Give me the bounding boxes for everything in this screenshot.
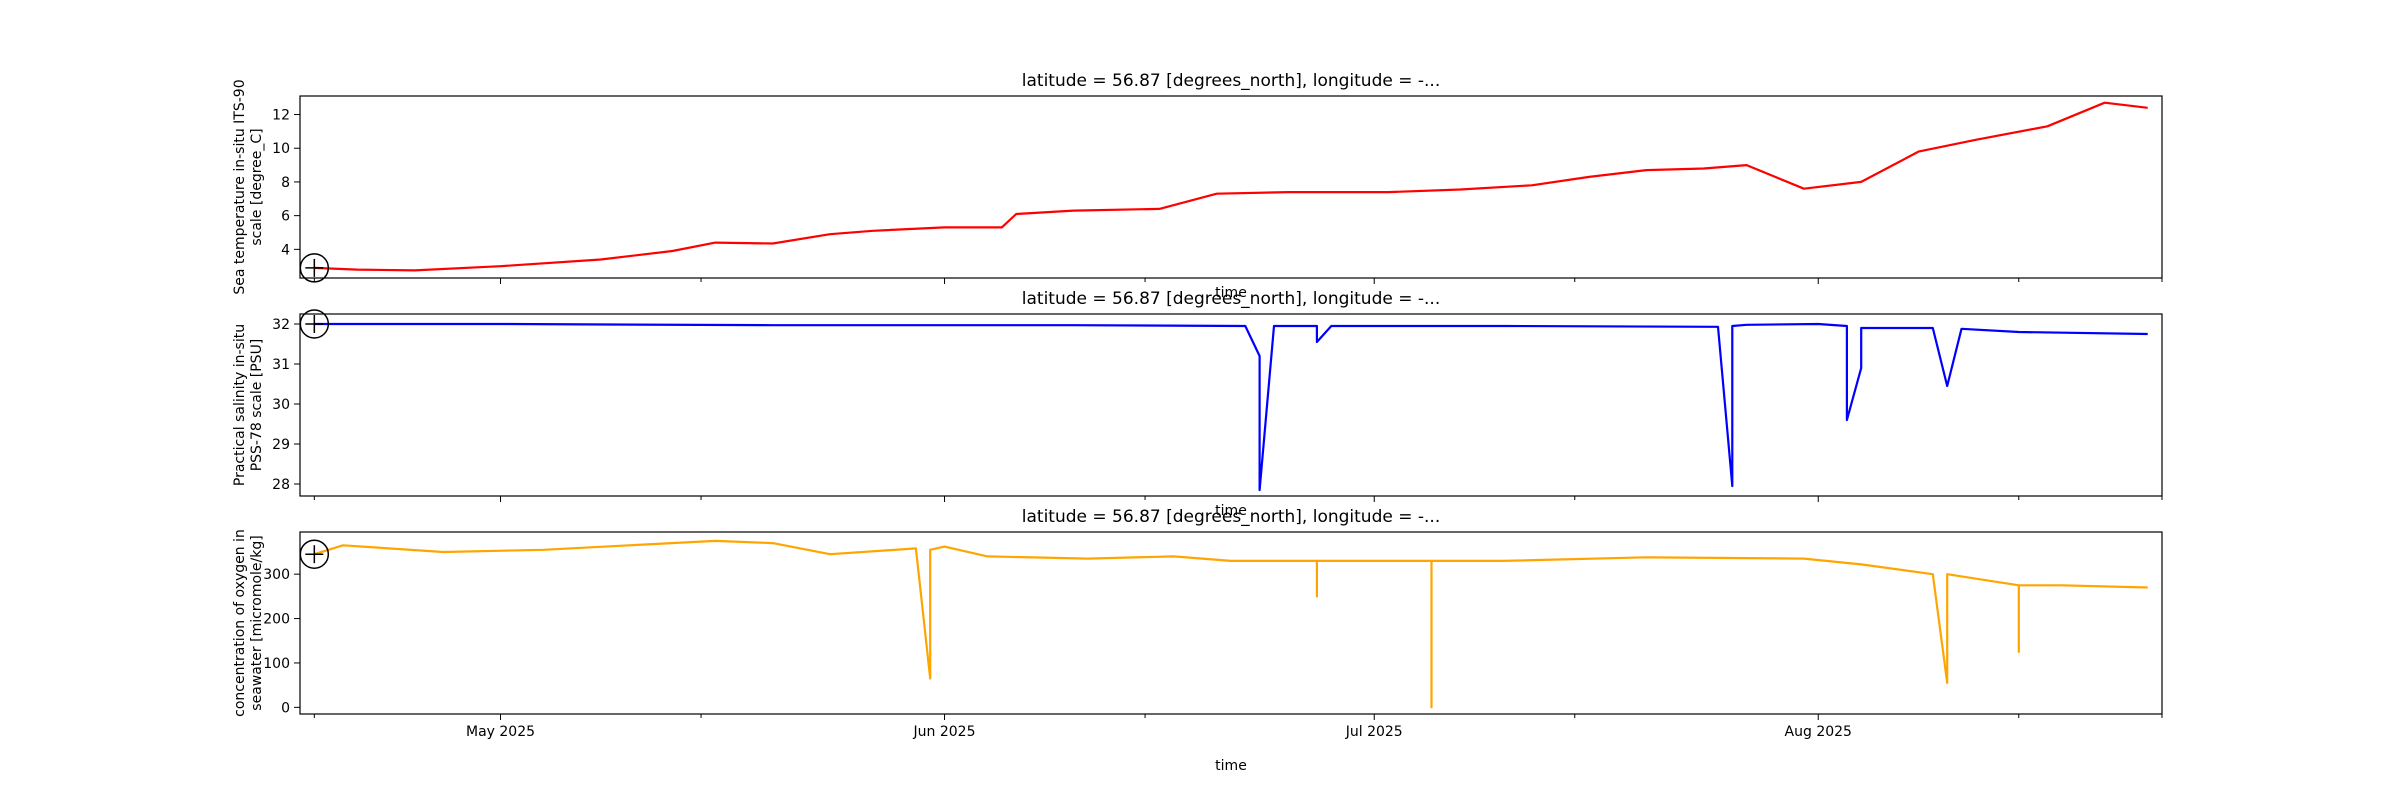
axes-frame — [299, 531, 2163, 715]
x-tick-label: Aug 2025 — [1785, 724, 1852, 740]
y-axis-label: PSS-78 scale [PSU] — [249, 339, 265, 472]
y-tick-label: 30 — [272, 397, 290, 413]
y-axis-label: scale [degree_C] — [249, 128, 265, 245]
point-marker — [299, 539, 330, 569]
point-marker — [299, 253, 330, 283]
x-tick-label: Jun 2025 — [913, 724, 976, 740]
y-tick-label: 10 — [272, 141, 290, 157]
x-axis-label: time — [1215, 285, 1247, 301]
y-axis-label: Sea temperature in-situ ITS-90 — [232, 79, 248, 294]
y-tick-label: 300 — [263, 567, 290, 583]
panel-title: latitude = 56.87 [degrees_north], longit… — [1022, 71, 1440, 91]
y-axis-label: seawater [micromole/kg] — [249, 535, 265, 710]
series-line — [313, 539, 2148, 709]
x-axis-label: time — [1215, 758, 1247, 774]
axes-frame — [299, 313, 2163, 497]
y-tick-label: 12 — [272, 108, 290, 124]
panel-title: latitude = 56.87 [degrees_north], longit… — [1022, 507, 1440, 527]
y-tick-label: 28 — [272, 477, 290, 493]
y-tick-label: 0 — [281, 700, 290, 716]
panel-title: latitude = 56.87 [degrees_north], longit… — [1022, 289, 1440, 309]
axes-frame — [299, 95, 2163, 279]
y-axis-label: concentration of oxygen in — [232, 529, 248, 717]
series-line — [314, 322, 2148, 492]
y-tick-label: 8 — [281, 175, 290, 191]
x-axis-label: time — [1215, 503, 1247, 519]
y-tick-label: 100 — [263, 656, 290, 672]
point-marker — [299, 309, 330, 339]
y-tick-label: 29 — [272, 437, 290, 453]
y-tick-label: 6 — [281, 209, 290, 225]
y-tick-label: 32 — [272, 317, 290, 333]
y-axis-label: Practical salinity in-situ — [232, 324, 248, 486]
y-tick-label: 4 — [281, 242, 290, 258]
x-tick-label: May 2025 — [466, 724, 535, 740]
y-tick-label: 31 — [272, 357, 290, 373]
y-tick-label: 200 — [263, 612, 290, 628]
series-line — [314, 101, 2148, 272]
x-tick-label: Jul 2025 — [1345, 724, 1403, 740]
